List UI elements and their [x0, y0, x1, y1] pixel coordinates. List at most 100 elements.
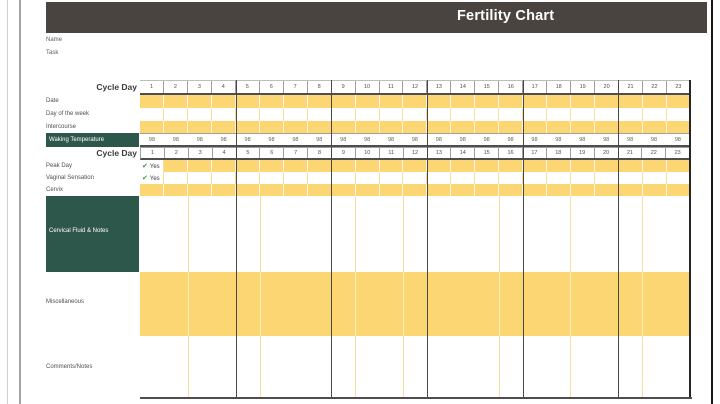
intercourse-cell[interactable] [571, 121, 596, 133]
temperature-cell[interactable]: 98 [283, 134, 308, 145]
peak-day-cell[interactable] [259, 160, 284, 172]
intercourse-cell[interactable] [211, 121, 236, 133]
cycle-day-cell[interactable]: 18 [546, 148, 571, 158]
vaginal-sensation-cell[interactable] [283, 172, 308, 184]
vaginal-sensation-cell[interactable] [140, 172, 164, 184]
peak-day-cell[interactable] [547, 160, 572, 172]
date-cell[interactable] [331, 95, 356, 108]
cervix-cell[interactable] [666, 184, 690, 196]
peak-day-cell[interactable] [451, 160, 476, 172]
peak-day-cell[interactable] [140, 160, 164, 172]
intercourse-cell[interactable] [259, 121, 284, 133]
cycle-day-cell[interactable]: 21 [619, 81, 644, 93]
date-cell[interactable] [307, 95, 332, 108]
day-of-week-cell[interactable] [379, 108, 404, 121]
cycle-day-cell[interactable]: 13 [427, 81, 452, 93]
date-cell[interactable] [427, 95, 452, 108]
cycle-day-cell[interactable]: 8 [308, 148, 332, 158]
intercourse-cell[interactable] [427, 121, 452, 133]
day-of-week-cell[interactable] [571, 108, 596, 121]
cycle-day-cell[interactable]: 2 [164, 148, 189, 158]
intercourse-cell[interactable] [643, 121, 667, 133]
date-cell[interactable] [451, 95, 476, 108]
date-cell[interactable] [619, 95, 644, 108]
temperature-cell[interactable]: 98 [331, 134, 356, 145]
cycle-day-cell[interactable]: 12 [403, 81, 428, 93]
cycle-day-cell[interactable]: 10 [356, 81, 380, 93]
cycle-day-cell[interactable]: 11 [379, 148, 404, 158]
cycle-day-cell[interactable]: 19 [570, 148, 595, 158]
date-cell[interactable] [211, 95, 236, 108]
cycle-day-cell[interactable]: 16 [499, 81, 524, 93]
cycle-day-cell[interactable]: 3 [188, 148, 213, 158]
temperature-cell[interactable]: 98 [498, 134, 523, 145]
temperature-cell[interactable]: 98 [522, 134, 547, 145]
cycle-day-cell[interactable]: 13 [427, 148, 452, 158]
cycle-day-cell[interactable]: 16 [499, 148, 523, 158]
day-of-week-cell[interactable] [619, 108, 644, 121]
vaginal-sensation-cell[interactable] [187, 172, 212, 184]
cycle-day-cell[interactable]: 21 [618, 148, 643, 158]
cycle-day-cell[interactable]: 3 [188, 81, 212, 93]
temperature-cell[interactable]: 98 [402, 134, 427, 145]
intercourse-cell[interactable] [235, 121, 260, 133]
date-cell[interactable] [355, 95, 380, 108]
peak-day-cell[interactable] [666, 160, 690, 172]
peak-day-cell[interactable] [187, 160, 212, 172]
cycle-day-cell[interactable]: 15 [475, 81, 500, 93]
cervix-cell[interactable] [643, 184, 667, 196]
cycle-day-cell[interactable]: 22 [642, 148, 667, 158]
vaginal-sensation-cell[interactable] [331, 172, 356, 184]
peak-day-cell[interactable] [643, 160, 667, 172]
intercourse-cell[interactable] [187, 121, 212, 133]
intercourse-cell[interactable] [475, 121, 500, 133]
peak-day-cell[interactable] [571, 160, 596, 172]
cervix-cell[interactable] [355, 184, 380, 196]
cycle-day-cell[interactable]: 9 [332, 148, 356, 158]
date-cell[interactable] [259, 95, 284, 108]
date-cell[interactable] [595, 95, 620, 108]
intercourse-cell[interactable] [307, 121, 332, 133]
cervix-cell[interactable] [619, 184, 644, 196]
temperature-cell[interactable]: 98 [140, 134, 164, 145]
day-of-week-cell[interactable] [211, 108, 236, 121]
day-of-week-cell[interactable] [547, 108, 572, 121]
temperature-cell[interactable]: 98 [450, 134, 475, 145]
day-of-week-cell[interactable] [666, 108, 690, 121]
cervix-cell[interactable] [379, 184, 404, 196]
vaginal-sensation-cell[interactable] [666, 172, 690, 184]
vaginal-sensation-cell[interactable] [235, 172, 260, 184]
date-cell[interactable] [475, 95, 500, 108]
cycle-day-cell[interactable]: 20 [594, 148, 619, 158]
date-cell[interactable] [403, 95, 428, 108]
day-of-week-cell[interactable] [307, 108, 332, 121]
peak-day-cell[interactable] [235, 160, 260, 172]
intercourse-cell[interactable] [451, 121, 476, 133]
peak-day-cell[interactable] [379, 160, 404, 172]
date-cell[interactable] [235, 95, 260, 108]
vaginal-sensation-cell[interactable] [355, 172, 380, 184]
temperature-cell[interactable]: 98 [259, 134, 284, 145]
cervix-cell[interactable] [499, 184, 524, 196]
date-cell[interactable] [547, 95, 572, 108]
intercourse-cell[interactable] [619, 121, 644, 133]
cycle-day-cell[interactable]: 6 [260, 148, 285, 158]
date-cell[interactable] [499, 95, 524, 108]
cervix-cell[interactable] [451, 184, 476, 196]
vaginal-sensation-cell[interactable] [403, 172, 428, 184]
cycle-day-cell[interactable]: 2 [164, 81, 188, 93]
cervix-cell[interactable] [331, 184, 356, 196]
temperature-cell[interactable]: 98 [235, 134, 260, 145]
cervix-cell[interactable] [523, 184, 548, 196]
vaginal-sensation-cell[interactable] [475, 172, 500, 184]
intercourse-cell[interactable] [666, 121, 690, 133]
day-of-week-cell[interactable] [427, 108, 452, 121]
cycle-day-cell[interactable]: 5 [236, 81, 260, 93]
date-cell[interactable] [643, 95, 667, 108]
vaginal-sensation-cell[interactable] [307, 172, 332, 184]
cycle-day-cell[interactable]: 4 [212, 81, 236, 93]
vaginal-sensation-cell[interactable] [547, 172, 572, 184]
temperature-cell[interactable]: 98 [187, 134, 212, 145]
cervix-cell[interactable] [163, 184, 188, 196]
intercourse-cell[interactable] [140, 121, 164, 133]
